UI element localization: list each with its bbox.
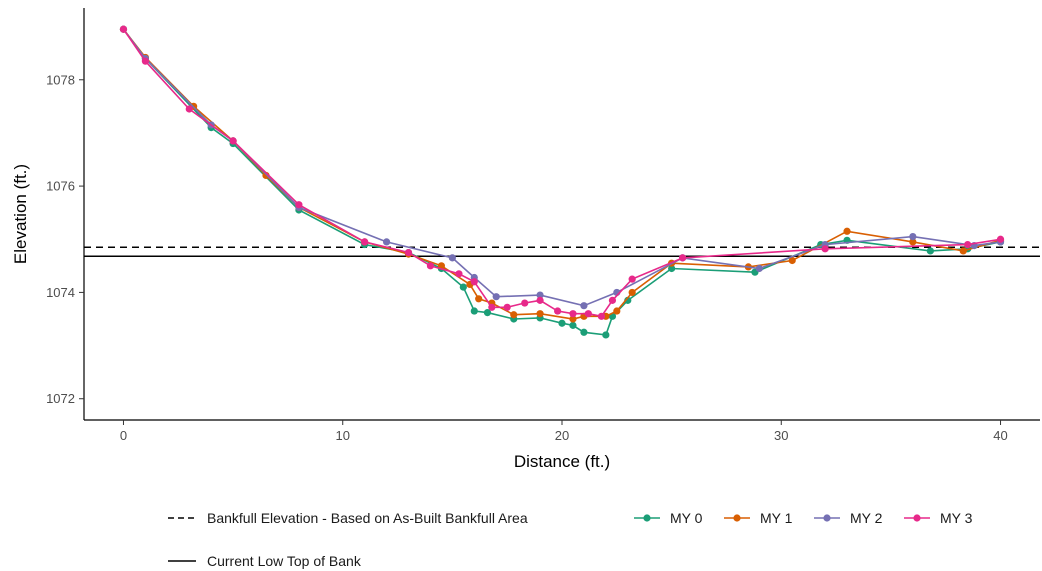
data-point bbox=[569, 315, 577, 323]
data-point bbox=[580, 328, 588, 336]
x-tick-label: 40 bbox=[993, 428, 1007, 443]
data-point bbox=[488, 303, 496, 311]
x-tick-label: 0 bbox=[120, 428, 127, 443]
data-point bbox=[821, 245, 829, 253]
y-tick-label: 1076 bbox=[46, 179, 75, 194]
data-point bbox=[996, 235, 1005, 243]
data-point bbox=[909, 232, 917, 241]
data-point bbox=[404, 248, 413, 257]
y-tick-label: 1078 bbox=[46, 72, 75, 87]
axes bbox=[79, 8, 1040, 425]
data-point bbox=[382, 238, 391, 246]
series-my-0 bbox=[119, 25, 1005, 339]
data-point bbox=[119, 25, 128, 33]
legend-label-low-top: Current Low Top of Bank bbox=[207, 553, 362, 569]
data-point bbox=[628, 288, 636, 297]
legend-key-dot-my-2 bbox=[823, 514, 831, 522]
data-point bbox=[558, 319, 566, 327]
x-tick-label: 20 bbox=[555, 428, 569, 443]
y-tick-label: 1074 bbox=[46, 285, 75, 300]
data-point bbox=[470, 307, 478, 315]
data-point bbox=[584, 310, 592, 318]
legend-key-dot-my-3 bbox=[913, 514, 921, 522]
legend-key-dot-my-0 bbox=[643, 514, 651, 522]
data-point bbox=[597, 312, 606, 320]
legend-label-my-2: MY 2 bbox=[850, 510, 883, 526]
data-point bbox=[843, 227, 851, 235]
legend-label-my-3: MY 3 bbox=[940, 510, 973, 526]
data-point bbox=[959, 247, 967, 255]
legend-key-dot-my-1 bbox=[733, 514, 741, 522]
data-point bbox=[624, 296, 632, 304]
data-point bbox=[141, 57, 149, 65]
data-point bbox=[964, 240, 972, 249]
data-point bbox=[483, 309, 492, 317]
data-point bbox=[569, 310, 577, 318]
x-tick-label: 30 bbox=[774, 428, 788, 443]
data-point bbox=[608, 296, 617, 304]
y-tick-label: 1072 bbox=[46, 391, 75, 406]
data-point bbox=[536, 296, 544, 304]
data-point bbox=[459, 283, 467, 291]
data-point bbox=[295, 201, 303, 209]
series-my-2 bbox=[119, 25, 1005, 310]
data-point bbox=[229, 137, 237, 145]
series-line-my-2 bbox=[122, 28, 1001, 307]
data-point bbox=[536, 291, 544, 299]
data-point bbox=[426, 262, 435, 270]
data-point bbox=[510, 311, 518, 319]
data-point bbox=[788, 256, 796, 265]
data-point bbox=[678, 254, 687, 262]
data-point bbox=[569, 321, 577, 329]
data-point bbox=[492, 293, 500, 301]
data-point bbox=[554, 307, 562, 315]
data-point bbox=[536, 310, 544, 318]
series-group bbox=[119, 25, 1005, 339]
reference-lines bbox=[84, 246, 1040, 258]
series-line-my-1 bbox=[122, 28, 1001, 320]
data-point bbox=[503, 303, 511, 311]
data-point bbox=[361, 238, 369, 246]
x-tick-label: 10 bbox=[335, 428, 349, 443]
data-point bbox=[455, 270, 463, 278]
series-line-my-3 bbox=[122, 28, 1001, 318]
data-point bbox=[613, 307, 621, 315]
data-point bbox=[521, 299, 529, 307]
x-axis-title: Distance (ft.) bbox=[514, 452, 610, 471]
data-point bbox=[668, 264, 676, 273]
data-point bbox=[628, 275, 636, 283]
data-point bbox=[909, 238, 917, 246]
data-point bbox=[185, 105, 193, 113]
y-axis-title: Elevation (ft.) bbox=[11, 164, 30, 264]
series-line-my-0 bbox=[122, 28, 1001, 336]
data-point bbox=[470, 278, 478, 286]
legend: Bankfull Elevation - Based on As-Built B… bbox=[168, 510, 973, 569]
legend-label-my-0: MY 0 bbox=[670, 510, 703, 526]
data-point bbox=[755, 264, 763, 273]
data-point bbox=[602, 331, 610, 339]
series-my-3 bbox=[119, 25, 1005, 320]
data-point bbox=[475, 295, 483, 303]
data-point bbox=[926, 247, 934, 255]
data-point bbox=[448, 254, 456, 262]
tick-labels: 0 10 20 30 40 1072 1074 1076 1078 bbox=[46, 72, 1008, 443]
series-my-1 bbox=[119, 25, 1005, 323]
data-point bbox=[580, 302, 588, 310]
legend-label-my-1: MY 1 bbox=[760, 510, 793, 526]
legend-label-bankfull: Bankfull Elevation - Based on As-Built B… bbox=[207, 510, 528, 526]
